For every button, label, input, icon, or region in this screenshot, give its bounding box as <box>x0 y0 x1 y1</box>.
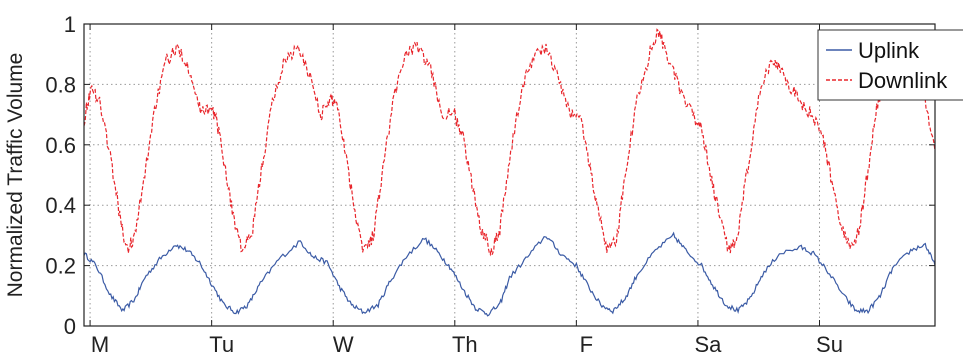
legend-label-downlink: Downlink <box>858 68 948 93</box>
ticks-layer: 0 0.2 0.4 0.6 0.8 1 M Tu W Th F Sa Su <box>45 12 935 356</box>
x-tick-label: M <box>91 332 109 356</box>
x-tick-label: Sa <box>694 332 722 356</box>
x-tick-label: Th <box>452 332 478 356</box>
y-tick-label: 0.4 <box>45 193 76 218</box>
x-tick-label: Tu <box>209 332 234 356</box>
x-tick-label: Su <box>816 332 843 356</box>
legend-label-uplink: Uplink <box>858 38 920 63</box>
y-tick-label: 0 <box>64 314 76 339</box>
y-tick-label: 0.6 <box>45 133 76 158</box>
y-axis-title: Normalized Traffic Volume <box>4 53 27 298</box>
x-tick-label: F <box>580 332 593 356</box>
plot-frame <box>83 23 936 327</box>
x-tick-label: W <box>333 332 354 356</box>
series-layer <box>84 28 935 317</box>
y-tick-label: 0.2 <box>45 254 76 279</box>
y-tick-label: 1 <box>64 12 76 37</box>
grid-layer <box>84 24 935 326</box>
legend-box <box>817 29 963 101</box>
series-line-downlink <box>84 28 935 257</box>
y-tick-label: 0.8 <box>45 72 76 97</box>
legend: Uplink Downlink <box>817 29 963 101</box>
series-line-uplink <box>84 231 935 317</box>
legend-items: Uplink Downlink <box>826 38 948 93</box>
